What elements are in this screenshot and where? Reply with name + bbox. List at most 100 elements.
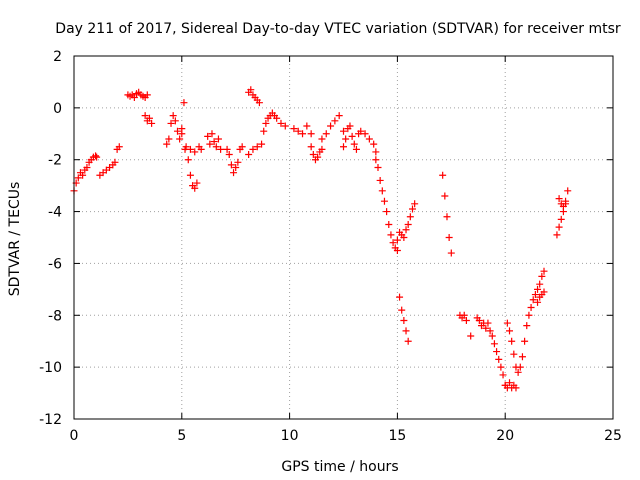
data-point xyxy=(322,130,330,138)
data-point xyxy=(475,316,483,324)
data-point xyxy=(258,140,266,148)
data-point xyxy=(223,145,231,153)
data-point xyxy=(516,363,524,371)
data-point xyxy=(396,293,404,301)
data-point xyxy=(290,125,298,133)
data-point xyxy=(557,215,565,223)
data-point xyxy=(495,355,503,363)
data-point xyxy=(380,197,388,205)
data-point xyxy=(234,158,242,166)
data-point xyxy=(232,163,240,171)
data-point xyxy=(512,384,520,392)
data-point xyxy=(411,200,419,208)
data-point xyxy=(169,112,177,120)
y-tick-label: -12 xyxy=(39,412,62,428)
data-point xyxy=(534,298,542,306)
y-tick-label: -2 xyxy=(48,153,62,169)
data-point xyxy=(294,127,302,135)
data-point xyxy=(204,132,212,140)
data-point xyxy=(230,169,238,177)
data-point xyxy=(227,161,235,169)
data-point xyxy=(191,184,199,192)
data-point xyxy=(340,127,347,135)
data-point xyxy=(555,195,563,203)
data-point xyxy=(408,205,416,213)
data-point xyxy=(406,213,414,221)
data-points xyxy=(70,86,572,392)
data-point xyxy=(163,140,171,148)
data-point xyxy=(249,145,257,153)
data-point xyxy=(307,130,315,138)
data-point xyxy=(564,187,572,195)
data-point xyxy=(212,143,220,151)
data-point xyxy=(389,239,397,247)
x-tick-label: 15 xyxy=(388,428,406,444)
data-point xyxy=(555,223,563,231)
data-point xyxy=(184,156,192,164)
data-point xyxy=(540,288,548,296)
data-point xyxy=(342,135,350,143)
y-tick-label: 0 xyxy=(53,101,62,117)
data-point xyxy=(141,112,149,120)
data-point xyxy=(171,117,179,125)
data-point xyxy=(191,148,199,156)
data-point xyxy=(186,145,194,153)
data-point xyxy=(83,163,91,171)
data-point xyxy=(488,332,496,340)
data-point xyxy=(208,130,216,138)
data-point xyxy=(553,231,561,239)
data-point xyxy=(255,99,263,107)
data-point xyxy=(506,327,514,335)
data-point xyxy=(497,363,505,371)
data-point xyxy=(393,246,401,254)
plot-frame xyxy=(73,55,614,420)
data-point xyxy=(531,291,539,299)
data-point xyxy=(445,234,453,241)
data-point xyxy=(167,119,175,127)
data-point xyxy=(318,145,326,153)
data-point xyxy=(197,145,205,153)
data-point xyxy=(493,348,501,356)
data-point xyxy=(178,130,186,138)
data-point xyxy=(534,285,542,293)
data-point xyxy=(508,337,516,345)
data-point xyxy=(527,304,535,312)
data-point xyxy=(352,145,360,153)
y-tick-label: -4 xyxy=(48,205,62,221)
data-point xyxy=(404,337,412,345)
data-point xyxy=(115,143,123,151)
data-point xyxy=(510,350,518,358)
y-tick-label: -8 xyxy=(48,308,62,324)
data-point xyxy=(303,122,311,130)
data-point xyxy=(145,114,153,122)
data-point xyxy=(398,306,406,314)
data-point xyxy=(340,143,347,151)
y-tick-label: 2 xyxy=(53,49,62,65)
data-point xyxy=(93,153,101,161)
data-point xyxy=(130,93,138,101)
data-point xyxy=(335,112,343,120)
data-point xyxy=(182,143,190,151)
data-point xyxy=(529,296,537,304)
data-point xyxy=(506,379,514,387)
data-point xyxy=(536,280,544,288)
x-tick-label: 25 xyxy=(604,428,622,444)
data-point xyxy=(348,132,356,140)
data-point xyxy=(193,179,201,187)
data-point xyxy=(490,340,498,348)
data-point xyxy=(400,234,408,241)
data-point xyxy=(210,138,218,146)
x-axis-label: GPS time / hours xyxy=(281,459,398,475)
data-point xyxy=(327,122,335,130)
data-point xyxy=(514,368,522,376)
data-point xyxy=(253,143,261,151)
data-point xyxy=(361,130,369,138)
data-point xyxy=(462,316,470,324)
data-point xyxy=(540,267,548,275)
data-point xyxy=(217,145,225,153)
data-point xyxy=(383,208,391,216)
data-point xyxy=(247,86,255,94)
data-point xyxy=(484,319,492,327)
data-point xyxy=(180,99,188,107)
data-point xyxy=(307,143,315,151)
